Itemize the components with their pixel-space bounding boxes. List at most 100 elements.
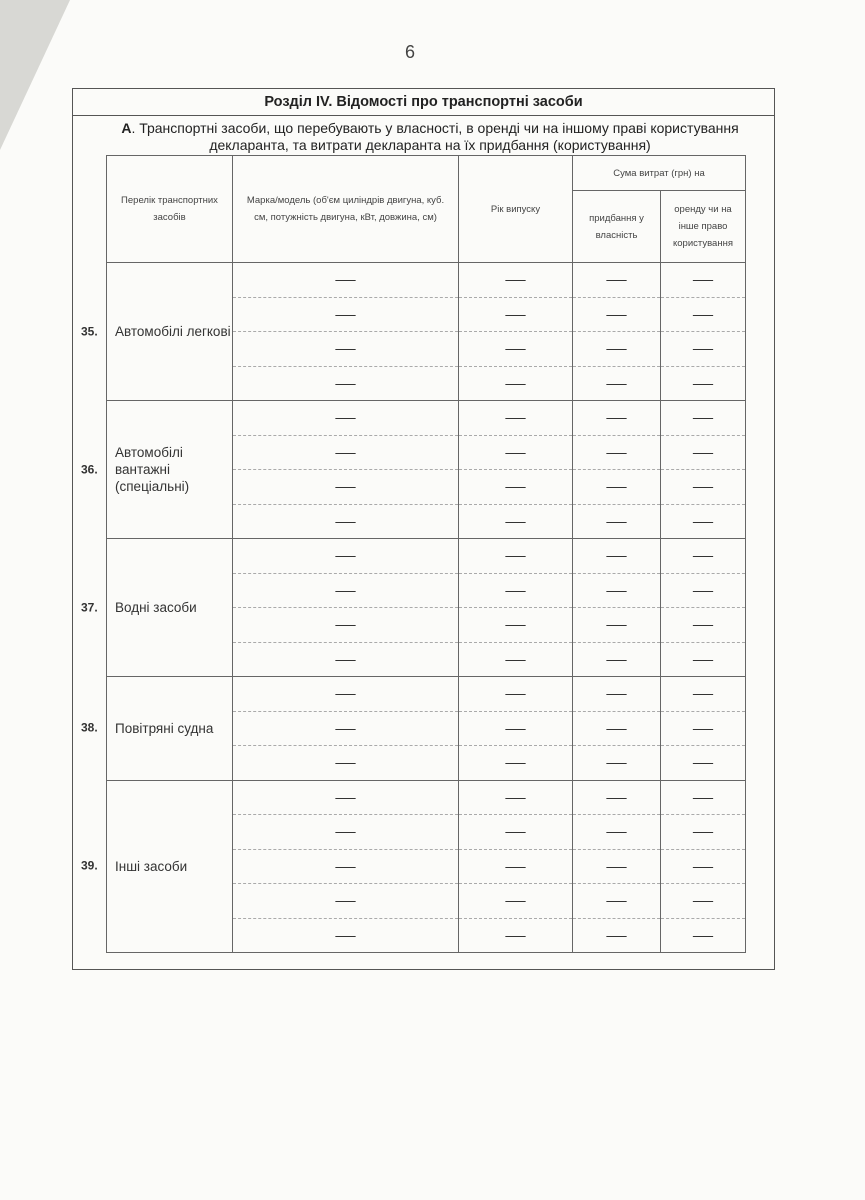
empty-mark: — xyxy=(693,682,713,705)
empty-mark: — xyxy=(505,440,526,463)
header-year: Рік випуску xyxy=(458,155,573,263)
category-label: Водні засоби xyxy=(115,600,197,615)
cell-lease: — xyxy=(659,331,747,367)
cell-year: — xyxy=(458,676,573,712)
cell-model: — xyxy=(232,883,459,919)
cell-model: — xyxy=(232,642,459,677)
empty-mark: — xyxy=(505,302,526,325)
empty-mark: — xyxy=(335,923,356,946)
header-lease: оренду чи на інше право користування xyxy=(659,190,747,263)
cell-year: — xyxy=(458,918,573,953)
empty-mark: — xyxy=(505,820,526,843)
empty-mark: — xyxy=(606,544,627,567)
empty-mark: — xyxy=(693,751,713,774)
cell-lease: — xyxy=(659,745,747,781)
cell-lease: — xyxy=(659,814,747,850)
empty-mark: — xyxy=(335,647,356,670)
header-sum: Сума витрат (грн) на xyxy=(571,155,747,191)
cell-year: — xyxy=(458,883,573,919)
empty-mark: — xyxy=(335,302,356,325)
empty-mark: — xyxy=(693,475,713,498)
empty-mark: — xyxy=(693,647,713,670)
category-cell: 36. Автомобілі вантажні (спеціальні) xyxy=(81,400,233,539)
empty-mark: — xyxy=(606,475,627,498)
empty-mark: — xyxy=(335,406,356,429)
cell-purchase: — xyxy=(572,780,661,815)
cell-purchase: — xyxy=(572,642,661,677)
table-row: — — — — xyxy=(107,469,747,505)
empty-mark: — xyxy=(505,854,526,877)
cell-lease: — xyxy=(659,435,747,470)
empty-mark: — xyxy=(606,923,627,946)
empty-mark: — xyxy=(505,682,526,705)
cell-year: — xyxy=(458,469,573,505)
empty-mark: — xyxy=(335,854,356,877)
empty-mark: — xyxy=(505,785,526,808)
empty-mark: — xyxy=(335,578,356,601)
empty-mark: — xyxy=(606,302,627,325)
cell-model: — xyxy=(232,573,459,608)
cell-year: — xyxy=(458,297,573,332)
empty-mark: — xyxy=(693,820,713,843)
empty-mark: — xyxy=(693,785,713,808)
cell-model: — xyxy=(232,607,459,643)
cell-year: — xyxy=(458,607,573,643)
empty-mark: — xyxy=(606,406,627,429)
cell-purchase: — xyxy=(572,366,661,401)
cell-lease: — xyxy=(659,469,747,505)
header-model: Марка/модель (об'єм циліндрів двигуна, к… xyxy=(232,155,459,263)
empty-mark: — xyxy=(505,751,526,774)
category-label: Повітряні судна xyxy=(115,720,214,736)
empty-mark: — xyxy=(335,544,356,567)
empty-mark: — xyxy=(693,302,713,325)
cell-year: — xyxy=(458,366,573,401)
empty-mark: — xyxy=(693,544,713,567)
page-number: 6 xyxy=(405,42,416,62)
cell-model: — xyxy=(232,504,459,539)
cell-purchase: — xyxy=(572,469,661,505)
cell-year: — xyxy=(458,642,573,677)
cell-model: — xyxy=(232,918,459,953)
cell-lease: — xyxy=(659,504,747,539)
cell-purchase: — xyxy=(572,849,661,884)
empty-mark: — xyxy=(505,475,526,498)
table-row: — — — — xyxy=(107,366,747,401)
category-label: Автомобілі легкові xyxy=(115,324,231,339)
table-row: — — — — xyxy=(107,883,747,919)
cell-purchase: — xyxy=(572,573,661,608)
header-purchase: придбання у власність xyxy=(572,190,661,263)
cell-purchase: — xyxy=(572,435,661,470)
cell-year: — xyxy=(458,849,573,884)
empty-mark: — xyxy=(606,854,627,877)
empty-mark: — xyxy=(505,371,526,394)
empty-mark: — xyxy=(335,889,356,912)
empty-mark: — xyxy=(693,371,713,394)
category-cell: 38. Повітряні судна xyxy=(81,676,233,781)
empty-mark: — xyxy=(335,751,356,774)
empty-mark: — xyxy=(606,268,627,291)
empty-mark: — xyxy=(335,371,356,394)
cell-purchase: — xyxy=(572,297,661,332)
cell-year: — xyxy=(458,331,573,367)
cell-year: — xyxy=(458,711,573,746)
cell-year: — xyxy=(458,780,573,815)
cell-purchase: — xyxy=(572,538,661,574)
empty-mark: — xyxy=(335,337,356,360)
section-frame xyxy=(72,88,775,970)
empty-mark: — xyxy=(505,509,526,532)
cell-model: — xyxy=(232,814,459,850)
cell-year: — xyxy=(458,504,573,539)
cell-lease: — xyxy=(659,607,747,643)
cell-model: — xyxy=(232,366,459,401)
cell-purchase: — xyxy=(572,711,661,746)
vehicles-table: Перелік транспортних засобів Марка/модел… xyxy=(81,155,747,953)
cell-year: — xyxy=(458,435,573,470)
category-number: 39. xyxy=(81,858,98,873)
cell-purchase: — xyxy=(572,883,661,919)
empty-mark: — xyxy=(606,371,627,394)
cell-purchase: — xyxy=(572,676,661,712)
empty-mark: — xyxy=(606,820,627,843)
cell-lease: — xyxy=(659,642,747,677)
table-row: — — — — xyxy=(107,814,747,850)
cell-lease: — xyxy=(659,538,747,574)
